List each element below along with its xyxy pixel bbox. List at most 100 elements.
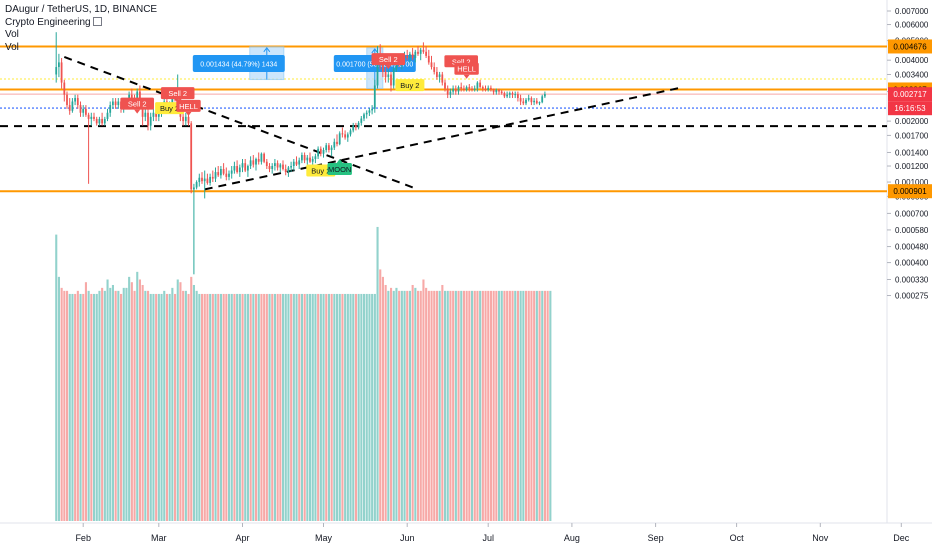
candle-body[interactable] bbox=[233, 166, 236, 171]
candle-body[interactable] bbox=[460, 86, 463, 89]
candle-body[interactable] bbox=[371, 108, 373, 111]
volume-label-2[interactable]: Vol bbox=[5, 41, 19, 53]
candle-body[interactable] bbox=[441, 74, 444, 83]
candle-body[interactable] bbox=[368, 110, 371, 113]
candle-body[interactable] bbox=[355, 125, 357, 128]
candle-body[interactable] bbox=[376, 55, 379, 86]
candle-body[interactable] bbox=[157, 112, 160, 117]
candle-body[interactable] bbox=[487, 87, 490, 90]
candle-body[interactable] bbox=[93, 116, 95, 119]
candle-body[interactable] bbox=[282, 164, 284, 169]
candle-body[interactable] bbox=[436, 71, 438, 78]
candle-body[interactable] bbox=[419, 49, 422, 54]
candle-body[interactable] bbox=[244, 163, 247, 171]
candle-body[interactable] bbox=[109, 105, 112, 113]
candle-body[interactable] bbox=[525, 99, 527, 104]
candle-body[interactable] bbox=[82, 108, 85, 113]
candle-body[interactable] bbox=[295, 161, 298, 165]
candle-body[interactable] bbox=[63, 82, 66, 95]
candle-body[interactable] bbox=[184, 116, 187, 122]
candle-body[interactable] bbox=[506, 94, 508, 97]
candle-body[interactable] bbox=[257, 158, 260, 162]
candle-body[interactable] bbox=[417, 51, 419, 54]
candle-body[interactable] bbox=[517, 94, 519, 99]
signal-tag[interactable] bbox=[371, 53, 406, 66]
candle-body[interactable] bbox=[338, 133, 341, 145]
candle-body[interactable] bbox=[433, 67, 436, 72]
candle-body[interactable] bbox=[336, 141, 338, 145]
candle-body[interactable] bbox=[287, 167, 290, 173]
candle-body[interactable] bbox=[195, 182, 198, 188]
candle-body[interactable] bbox=[265, 161, 268, 167]
candle-body[interactable] bbox=[476, 82, 479, 89]
candle-body[interactable] bbox=[427, 55, 430, 63]
candle-body[interactable] bbox=[201, 177, 203, 182]
candle-body[interactable] bbox=[444, 82, 446, 89]
candle-body[interactable] bbox=[422, 49, 425, 52]
candle-body[interactable] bbox=[382, 64, 384, 72]
candle-body[interactable] bbox=[325, 145, 328, 150]
candle-body[interactable] bbox=[538, 102, 541, 104]
candle-body[interactable] bbox=[68, 105, 71, 111]
candle-body[interactable] bbox=[409, 53, 411, 59]
candle-body[interactable] bbox=[365, 112, 368, 115]
candle-body[interactable] bbox=[60, 62, 63, 83]
candle-body[interactable] bbox=[263, 153, 265, 162]
candle-body[interactable] bbox=[446, 88, 449, 95]
candle-body[interactable] bbox=[55, 67, 58, 75]
candle-body[interactable] bbox=[249, 160, 252, 167]
candle-body[interactable] bbox=[449, 91, 452, 95]
candle-body[interactable] bbox=[106, 112, 109, 119]
candle-body[interactable] bbox=[387, 74, 390, 78]
candle-body[interactable] bbox=[203, 178, 206, 182]
candle-body[interactable] bbox=[152, 112, 155, 117]
candle-body[interactable] bbox=[411, 53, 414, 59]
candle-body[interactable] bbox=[144, 112, 147, 117]
candle-body[interactable] bbox=[425, 51, 427, 56]
candle-body[interactable] bbox=[193, 187, 195, 190]
candle-body[interactable] bbox=[171, 94, 174, 106]
candle-body[interactable] bbox=[95, 118, 98, 124]
candle-body[interactable] bbox=[508, 93, 511, 95]
candle-body[interactable] bbox=[490, 87, 492, 90]
candle-body[interactable] bbox=[330, 147, 333, 150]
candle-body[interactable] bbox=[373, 85, 376, 109]
candle-body[interactable] bbox=[276, 163, 279, 168]
candle-body[interactable] bbox=[230, 170, 233, 174]
candle-body[interactable] bbox=[155, 112, 157, 117]
candle-body[interactable] bbox=[306, 157, 309, 161]
candle-body[interactable] bbox=[290, 166, 292, 168]
candle-body[interactable] bbox=[363, 114, 365, 119]
signal-tag[interactable] bbox=[176, 99, 201, 112]
candle-body[interactable] bbox=[384, 71, 387, 78]
candle-body[interactable] bbox=[473, 88, 476, 90]
candle-body[interactable] bbox=[314, 156, 317, 159]
candle-body[interactable] bbox=[495, 89, 498, 93]
candle-body[interactable] bbox=[274, 163, 276, 167]
candle-body[interactable] bbox=[58, 62, 60, 68]
symbol-title[interactable]: DAugur / TetherUS, 1D, BINANCE bbox=[5, 4, 158, 15]
candle-body[interactable] bbox=[390, 74, 392, 86]
candle-body[interactable] bbox=[498, 89, 500, 92]
signal-tag[interactable] bbox=[454, 62, 479, 75]
candle-body[interactable] bbox=[136, 91, 139, 102]
candle-body[interactable] bbox=[468, 86, 471, 89]
candle-body[interactable] bbox=[503, 93, 506, 97]
signal-tag[interactable] bbox=[160, 87, 195, 100]
candle-body[interactable] bbox=[481, 86, 484, 89]
candle-body[interactable] bbox=[452, 88, 454, 92]
candle-body[interactable] bbox=[303, 155, 306, 161]
candle-body[interactable] bbox=[71, 101, 74, 111]
candle-body[interactable] bbox=[114, 101, 117, 106]
candle-body[interactable] bbox=[357, 122, 360, 128]
candle-body[interactable] bbox=[241, 163, 244, 168]
candle-body[interactable] bbox=[492, 89, 495, 93]
candle-body[interactable] bbox=[222, 168, 225, 174]
candle-body[interactable] bbox=[79, 105, 82, 113]
candle-body[interactable] bbox=[209, 176, 211, 183]
volume-label-1[interactable]: Vol bbox=[5, 29, 19, 40]
candle-body[interactable] bbox=[541, 96, 544, 103]
candle-body[interactable] bbox=[346, 134, 349, 138]
candle-body[interactable] bbox=[463, 88, 465, 90]
